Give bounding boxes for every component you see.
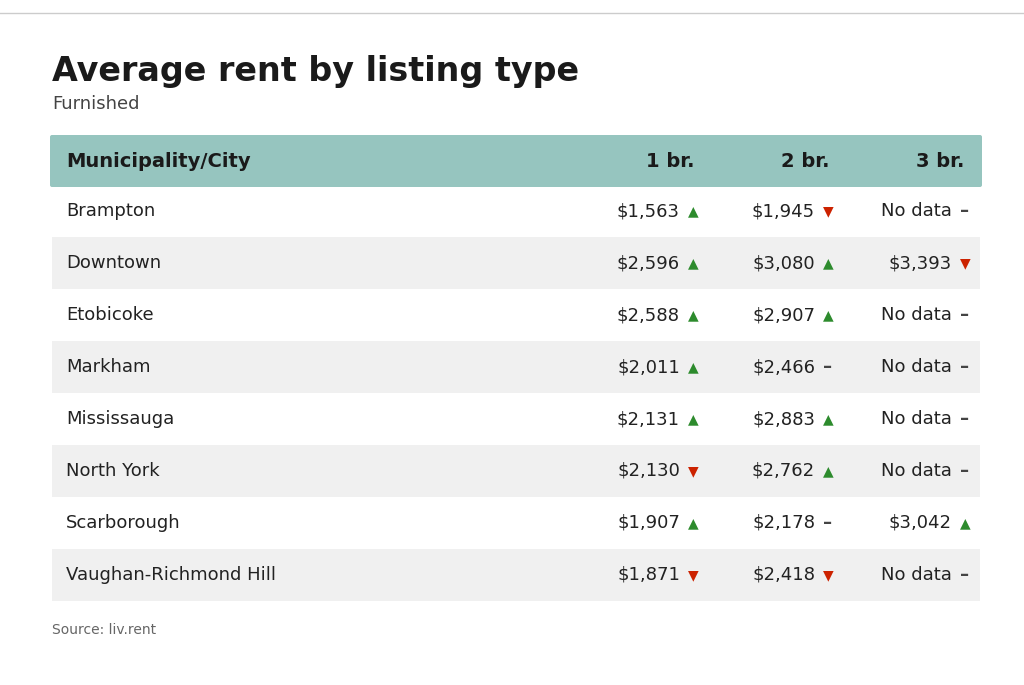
Text: $1,945: $1,945	[752, 202, 815, 220]
Text: Downtown: Downtown	[66, 254, 161, 272]
Text: $2,883: $2,883	[752, 410, 815, 428]
Text: –: –	[961, 462, 969, 480]
Text: Etobicoke: Etobicoke	[66, 306, 154, 324]
Text: $2,907: $2,907	[752, 306, 815, 324]
Text: –: –	[961, 566, 969, 584]
Text: $2,131: $2,131	[617, 410, 680, 428]
Text: ▼: ▼	[688, 568, 698, 582]
Text: $2,130: $2,130	[617, 462, 680, 480]
Text: $1,871: $1,871	[617, 566, 680, 584]
Text: ▲: ▲	[688, 412, 698, 426]
Text: –: –	[823, 514, 833, 532]
Text: $2,178: $2,178	[752, 514, 815, 532]
Text: Municipality/City: Municipality/City	[66, 151, 251, 171]
Text: ▼: ▼	[961, 256, 971, 270]
Text: ▲: ▲	[688, 516, 698, 530]
Text: $1,907: $1,907	[617, 514, 680, 532]
Text: –: –	[961, 306, 969, 324]
Text: Average rent by listing type: Average rent by listing type	[52, 55, 580, 88]
Text: $2,588: $2,588	[617, 306, 680, 324]
Text: –: –	[961, 202, 969, 220]
Text: ▲: ▲	[688, 308, 698, 322]
Text: ▲: ▲	[823, 308, 834, 322]
Text: ▲: ▲	[688, 204, 698, 218]
Text: $2,011: $2,011	[617, 358, 680, 376]
Text: ▼: ▼	[823, 568, 834, 582]
FancyBboxPatch shape	[50, 135, 982, 187]
Bar	[52, 393, 980, 445]
Text: ▲: ▲	[823, 464, 834, 478]
Text: Vaughan-Richmond Hill: Vaughan-Richmond Hill	[66, 566, 276, 584]
Text: $2,596: $2,596	[616, 254, 680, 272]
Bar	[52, 289, 980, 341]
Text: No data: No data	[881, 306, 952, 324]
Bar	[52, 185, 980, 237]
Text: $3,042: $3,042	[889, 514, 952, 532]
Text: $2,762: $2,762	[752, 462, 815, 480]
Text: No data: No data	[881, 462, 952, 480]
Text: Mississauga: Mississauga	[66, 410, 174, 428]
Text: 3 br.: 3 br.	[915, 151, 965, 171]
Text: ▲: ▲	[961, 516, 971, 530]
Text: $3,080: $3,080	[753, 254, 815, 272]
Bar	[52, 497, 980, 549]
Text: No data: No data	[881, 410, 952, 428]
Bar	[52, 445, 980, 497]
Text: No data: No data	[881, 358, 952, 376]
Text: ▼: ▼	[823, 204, 834, 218]
Text: Brampton: Brampton	[66, 202, 156, 220]
Text: Scarborough: Scarborough	[66, 514, 180, 532]
Text: 1 br.: 1 br.	[646, 151, 694, 171]
Bar	[52, 237, 980, 289]
Text: $2,418: $2,418	[752, 566, 815, 584]
Text: Source: liv.rent: Source: liv.rent	[52, 623, 156, 637]
Text: ▲: ▲	[688, 256, 698, 270]
Text: ▼: ▼	[688, 464, 698, 478]
Text: –: –	[961, 358, 969, 376]
Text: ▲: ▲	[823, 412, 834, 426]
Text: –: –	[961, 410, 969, 428]
Text: No data: No data	[881, 566, 952, 584]
Text: North York: North York	[66, 462, 160, 480]
Text: Markham: Markham	[66, 358, 151, 376]
Text: $1,563: $1,563	[617, 202, 680, 220]
Text: No data: No data	[881, 202, 952, 220]
Text: ▲: ▲	[823, 256, 834, 270]
Text: Furnished: Furnished	[52, 95, 139, 113]
Text: 2 br.: 2 br.	[780, 151, 829, 171]
Bar	[52, 549, 980, 601]
Text: –: –	[823, 358, 833, 376]
Text: ▲: ▲	[688, 360, 698, 374]
Text: $3,393: $3,393	[889, 254, 952, 272]
Text: $2,466: $2,466	[752, 358, 815, 376]
Bar	[52, 341, 980, 393]
